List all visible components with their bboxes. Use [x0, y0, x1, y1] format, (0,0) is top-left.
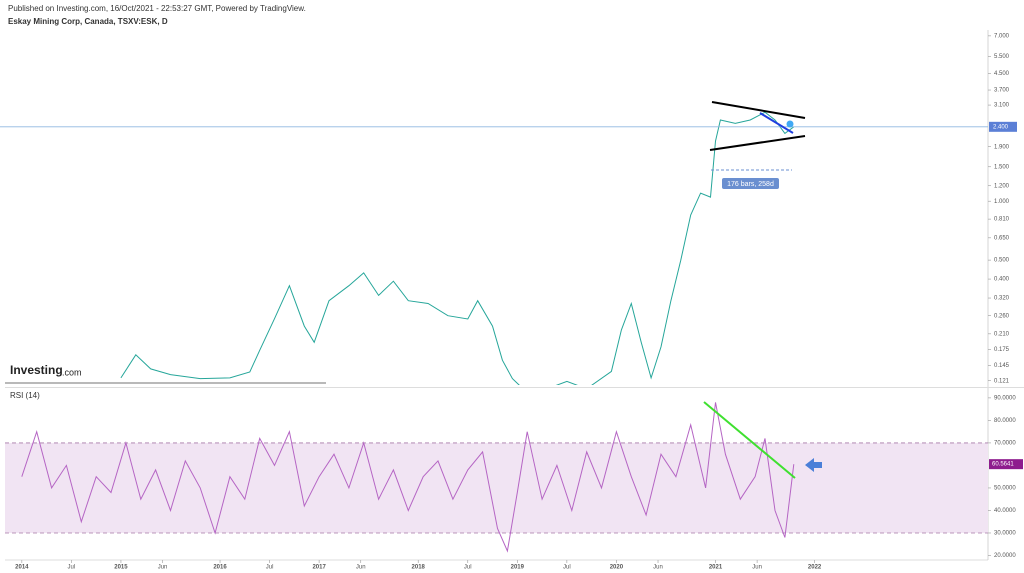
y-tick-label: 0.145	[994, 363, 1010, 369]
chart-title: Eskay Mining Corp, Canada, TSXV:ESK, D	[8, 17, 168, 26]
y-tick-label: 0.260	[994, 313, 1010, 319]
rsi-trendline	[703, 401, 796, 479]
rsi-badge	[989, 459, 1023, 470]
y-tick-label: 30.0000	[994, 531, 1016, 537]
y-tick-label: 0.121	[994, 378, 1010, 384]
y-tick-label: 20.0000	[994, 553, 1016, 559]
y-tick-label: 0.650	[994, 235, 1010, 241]
y-tick-label: 50.0000	[994, 486, 1016, 492]
y-tick-label: 0.210	[994, 331, 1010, 337]
y-tick-label: 1.200	[994, 183, 1010, 189]
range-label: 176 bars, 258d	[727, 181, 774, 188]
x-tick-label: Jul	[464, 565, 472, 571]
x-tick-label: 2022	[808, 565, 822, 571]
x-tick-label: Jun	[653, 565, 663, 571]
x-tick-label: 2019	[511, 565, 525, 571]
range-badge	[722, 178, 779, 189]
y-tick-label: 5.500	[994, 54, 1010, 60]
marker	[786, 120, 794, 128]
series-line	[21, 402, 795, 553]
y-tick-label: 0.320	[994, 296, 1010, 302]
logo-suffix: .com	[62, 367, 82, 377]
x-tick-label: 2021	[709, 565, 723, 571]
series-line	[120, 111, 795, 385]
x-tick-label: 2018	[412, 565, 426, 571]
rsi-badge-label: 60.5641	[992, 462, 1014, 468]
pane	[5, 402, 988, 553]
y-tick-label: 40.0000	[994, 508, 1016, 514]
y-tick-label: 1.500	[994, 164, 1010, 170]
y-tick-label: 4.500	[994, 71, 1010, 77]
y-tick-label: 0.500	[994, 258, 1010, 264]
triangle-upper	[711, 101, 806, 119]
x-tick-label: Jun	[752, 565, 762, 571]
price-badge-label: 2.400	[993, 124, 1009, 130]
y-tick-label: 90.0000	[994, 395, 1016, 401]
x-tick-label: Jun	[356, 565, 366, 571]
logo: Investing	[10, 363, 63, 377]
y-tick-label: 3.100	[994, 103, 1010, 109]
rsi-band	[5, 442, 988, 533]
blue-trendline	[759, 112, 794, 134]
y-tick-label: 1.000	[994, 199, 1010, 205]
price-badge	[989, 121, 1017, 132]
x-tick-label: 2014	[15, 565, 29, 571]
y-tick-label: 0.175	[994, 347, 1010, 353]
pane	[120, 111, 795, 385]
y-tick-label: 7.000	[994, 33, 1010, 39]
arrow	[805, 458, 822, 472]
x-tick-label: 2015	[114, 565, 128, 571]
x-tick-label: Jul	[266, 565, 274, 571]
x-tick-label: 2020	[610, 565, 624, 571]
triangle-lower	[709, 135, 806, 151]
x-tick-label: Jul	[68, 565, 76, 571]
published-note: Published on Investing.com, 16/Oct/2021 …	[8, 4, 306, 13]
rsi-title: RSI (14)	[10, 391, 40, 400]
x-tick-label: 2016	[213, 565, 227, 571]
x-tick-label: Jul	[563, 565, 571, 571]
y-tick-label: 0.400	[994, 277, 1010, 283]
x-tick-label: Jun	[158, 565, 168, 571]
x-tick-label: 2017	[312, 565, 326, 571]
y-tick-label: 0.810	[994, 217, 1010, 223]
y-tick-label: 70.0000	[994, 440, 1016, 446]
y-tick-label: 1.900	[994, 144, 1010, 150]
y-tick-label: 3.700	[994, 88, 1010, 94]
y-tick-label: 80.0000	[994, 418, 1016, 424]
